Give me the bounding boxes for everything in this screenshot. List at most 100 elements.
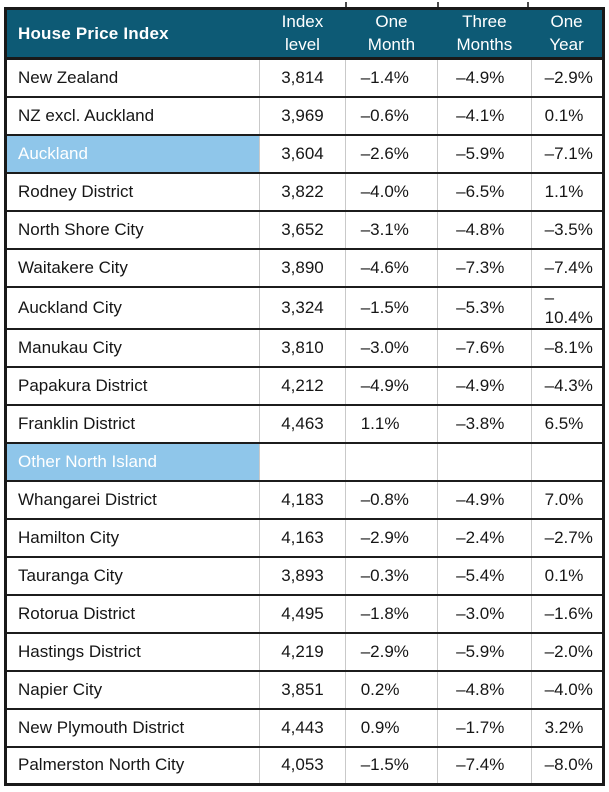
row-label: Hamilton City	[5, 517, 260, 557]
one-month-cell: –4.6%	[344, 247, 438, 287]
row-label: Waitakere City	[5, 247, 260, 287]
row-label: Manukau City	[5, 327, 260, 367]
index-level-cell: 3,604	[259, 133, 346, 173]
index-level-cell: 4,163	[259, 517, 346, 557]
one-year-cell: –8.0%	[530, 745, 604, 785]
one-year-cell: –7.4%	[530, 247, 604, 287]
table-row: Rodney District 3,822 –4.0% –6.5% 1.1%	[5, 171, 604, 211]
three-months-cell: –1.7%	[437, 707, 532, 747]
col-header-one-year: One Year	[531, 8, 604, 60]
row-label: NZ excl. Auckland	[5, 95, 260, 135]
table-row: New Plymouth District 4,443 0.9% –1.7% 3.2%	[5, 707, 604, 747]
col-header-one-month: One Month	[345, 8, 438, 60]
index-level-cell: 4,219	[259, 631, 346, 671]
index-level-cell: 3,893	[259, 555, 346, 595]
one-year-cell: –4.3%	[530, 365, 604, 405]
index-level-cell: 4,443	[259, 707, 346, 747]
col-header-three-months: Three Months	[437, 8, 532, 60]
gridline-tick	[527, 2, 529, 8]
row-label: Palmerston North City	[5, 745, 260, 785]
three-months-cell: –4.9%	[437, 58, 532, 97]
index-level-cell: 3,324	[259, 285, 346, 329]
one-year-cell: –4.0%	[530, 669, 604, 709]
row-label: Napier City	[5, 669, 260, 709]
gridline-tick	[345, 2, 347, 8]
three-months-cell: –2.4%	[437, 517, 532, 557]
one-month-cell: –1.8%	[344, 593, 438, 633]
index-level-cell: 3,851	[259, 669, 346, 709]
table-row: Manukau City 3,810 –3.0% –7.6% –8.1%	[5, 327, 604, 367]
row-label: Whangarei District	[5, 479, 260, 519]
three-months-cell: –7.4%	[437, 745, 532, 785]
index-level-cell: 4,212	[259, 365, 346, 405]
col-header-index-level: Index level	[259, 8, 346, 60]
row-label: Auckland City	[5, 285, 260, 329]
three-months-cell: –4.9%	[437, 365, 532, 405]
table-row: New Zealand 3,814 –1.4% –4.9% –2.9%	[5, 58, 604, 97]
index-level-cell: 3,969	[259, 95, 346, 135]
one-month-cell: –1.5%	[344, 745, 438, 785]
one-year-cell: 7.0%	[530, 479, 604, 519]
three-months-cell: –6.5%	[437, 171, 532, 211]
one-month-cell: –2.9%	[344, 517, 438, 557]
section-row: Other North Island	[5, 441, 604, 481]
one-month-cell: –0.6%	[344, 95, 438, 135]
one-year-cell: –3.5%	[530, 209, 604, 249]
three-months-cell: –4.9%	[437, 479, 532, 519]
one-month-cell: –4.9%	[344, 365, 438, 405]
index-level-cell: 4,183	[259, 479, 346, 519]
three-months-cell	[437, 441, 532, 481]
index-level-cell: 3,814	[259, 58, 346, 97]
three-months-cell: –4.1%	[437, 95, 532, 135]
table-body: New Zealand 3,814 –1.4% –4.9% –2.9% NZ excl. …	[5, 58, 604, 785]
three-months-cell: –7.3%	[437, 247, 532, 287]
one-month-cell: 0.2%	[344, 669, 438, 709]
one-month-cell: 0.9%	[344, 707, 438, 747]
one-year-cell: –2.9%	[530, 58, 604, 97]
three-months-cell: –5.9%	[437, 133, 532, 173]
row-label: Other North Island	[5, 441, 260, 481]
three-months-cell: –7.6%	[437, 327, 532, 367]
three-months-cell: –3.8%	[437, 403, 532, 443]
row-label: Rotorua District	[5, 593, 260, 633]
index-level-cell: 4,463	[259, 403, 346, 443]
three-months-cell: –5.3%	[437, 285, 532, 329]
table-row: NZ excl. Auckland 3,969 –0.6% –4.1% 0.1%	[5, 95, 604, 135]
row-label: Franklin District	[5, 403, 260, 443]
one-month-cell: –1.4%	[344, 58, 438, 97]
one-month-cell	[344, 441, 438, 481]
three-months-cell: –4.8%	[437, 669, 532, 709]
one-month-cell: –1.5%	[344, 285, 438, 329]
three-months-cell: –5.9%	[437, 631, 532, 671]
one-month-cell: –2.9%	[344, 631, 438, 671]
one-year-cell: –2.7%	[530, 517, 604, 557]
one-year-cell: –2.0%	[530, 631, 604, 671]
table-row: Hamilton City 4,163 –2.9% –2.4% –2.7%	[5, 517, 604, 557]
one-year-cell: 3.2%	[530, 707, 604, 747]
one-month-cell: 1.1%	[344, 403, 438, 443]
one-year-cell: –7.1%	[530, 133, 604, 173]
index-level-cell	[259, 441, 346, 481]
house-price-index-table: House Price Index Index level One Month …	[4, 7, 605, 786]
table-row: Napier City 3,851 0.2% –4.8% –4.0%	[5, 669, 604, 709]
one-year-cell: –1.6%	[530, 593, 604, 633]
table-row: Rotorua District 4,495 –1.8% –3.0% –1.6%	[5, 593, 604, 633]
col-header-house-price-index: House Price Index	[5, 8, 260, 60]
index-level-cell: 4,495	[259, 593, 346, 633]
one-year-cell: 6.5%	[530, 403, 604, 443]
three-months-cell: –4.8%	[437, 209, 532, 249]
gridline-tick	[437, 2, 439, 8]
table-row: Waitakere City 3,890 –4.6% –7.3% –7.4%	[5, 247, 604, 287]
table-header: House Price Index Index level One Month …	[5, 8, 604, 60]
one-year-cell: 1.1%	[530, 171, 604, 211]
table-row: Auckland City 3,324 –1.5% –5.3% –10.4%	[5, 285, 604, 329]
row-label: North Shore City	[5, 209, 260, 249]
one-year-cell: –10.4%	[530, 285, 604, 329]
row-label: Hastings District	[5, 631, 260, 671]
row-label: Rodney District	[5, 171, 260, 211]
index-level-cell: 3,890	[259, 247, 346, 287]
one-month-cell: –3.0%	[344, 327, 438, 367]
header-row: House Price Index Index level One Month …	[5, 8, 604, 60]
one-month-cell: –2.6%	[344, 133, 438, 173]
